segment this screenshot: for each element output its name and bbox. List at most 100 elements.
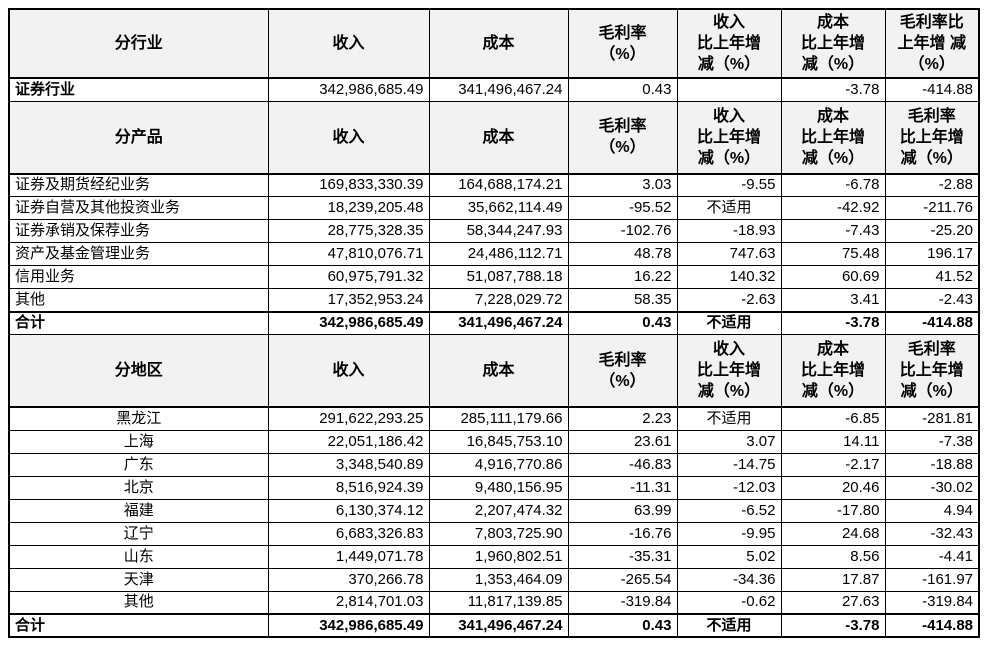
value-cell: -4.41: [884, 544, 980, 569]
value-cell: -0.62: [676, 590, 782, 615]
row-label: 证券承销及保荐业务: [8, 219, 269, 243]
row-label: 上海: [8, 429, 269, 454]
value-cell: -161.97: [884, 567, 980, 592]
value-cell: 28,775,328.35: [267, 219, 430, 243]
value-cell: -42.92: [780, 196, 886, 220]
column-header: 分行业: [8, 8, 269, 79]
table-row: 合计 342,986,685.49 341,496,467.24 0.43 不适用 -3.…: [8, 310, 980, 335]
value-cell: 285,111,179.66: [428, 406, 569, 431]
column-header: 成本 比上年增 减（%）: [780, 8, 886, 79]
column-header: 毛利率比 上年增 减 （%）: [884, 8, 980, 79]
table-row: 资产及基金管理业务 47,810,076.71 24,486,112.71 48.78…: [8, 242, 980, 266]
value-cell: 14.11: [780, 429, 886, 454]
value-cell: 16.22: [567, 265, 678, 289]
table-row: 证券行业 342,986,685.49 341,496,467.24 0.43 -3.7…: [8, 77, 980, 102]
value-cell: 3.07: [676, 429, 782, 454]
row-label: 广东: [8, 452, 269, 477]
value-cell: -265.54: [567, 567, 678, 592]
value-cell: 3,348,540.89: [267, 452, 430, 477]
table-row: 证券承销及保荐业务 28,775,328.35 58,344,247.93 -102.…: [8, 219, 980, 243]
section-header-row-by-region: 分地区 收入 成本 毛利率 （%） 收入 比上年增 减（%） 成本 比上年增 减（%） 毛利…: [8, 334, 980, 408]
value-cell: -9.55: [676, 172, 782, 197]
value-cell: 169,833,330.39: [267, 172, 430, 197]
value-cell: 370,266.78: [267, 567, 430, 592]
value-cell: 9,480,156.95: [428, 475, 569, 500]
value-cell: 7,803,725.90: [428, 521, 569, 546]
value-cell: -3.78: [780, 310, 886, 335]
value-cell: -211.76: [884, 196, 980, 220]
table-row: 辽宁 6,683,326.83 7,803,725.90 -16.76 -9.95 24.…: [8, 521, 980, 546]
value-cell: -414.88: [884, 613, 980, 638]
value-cell: 60.69: [780, 265, 886, 289]
column-header: 分地区: [8, 334, 269, 408]
value-cell: 20.46: [780, 475, 886, 500]
value-cell: 342,986,685.49: [267, 77, 430, 102]
value-cell: -102.76: [567, 219, 678, 243]
value-cell: -35.31: [567, 544, 678, 569]
value-cell: 63.99: [567, 498, 678, 523]
column-header: 成本: [428, 100, 569, 175]
value-cell: 747.63: [676, 242, 782, 266]
value-cell: -18.93: [676, 219, 782, 243]
value-cell: 1,449,071.78: [267, 544, 430, 569]
table-row: 山东 1,449,071.78 1,960,802.51 -35.31 5.02 8.56…: [8, 544, 980, 569]
table-row: 信用业务 60,975,791.32 51,087,788.18 16.22 140.3…: [8, 265, 980, 289]
value-cell: 17,352,953.24: [267, 288, 430, 312]
row-label: 山东: [8, 544, 269, 569]
value-cell: 3.03: [567, 172, 678, 197]
value-cell: 11,817,139.85: [428, 590, 569, 615]
value-cell: -12.03: [676, 475, 782, 500]
value-cell: 5.02: [676, 544, 782, 569]
value-cell: -281.81: [884, 406, 980, 431]
value-cell: -2.88: [884, 172, 980, 197]
value-cell: 342,986,685.49: [267, 613, 430, 638]
value-cell: 341,496,467.24: [428, 310, 569, 335]
value-cell: 58,344,247.93: [428, 219, 569, 243]
row-label: 黑龙江: [8, 406, 269, 431]
value-cell: 6,130,374.12: [267, 498, 430, 523]
row-label: 福建: [8, 498, 269, 523]
value-cell: -3.78: [780, 77, 886, 102]
row-label: 其他: [8, 288, 269, 312]
row-label: 合计: [8, 310, 269, 335]
value-cell: 0.43: [567, 310, 678, 335]
table-row: 其他 17,352,953.24 7,228,029.72 58.35 -2.63 3.4…: [8, 288, 980, 312]
value-cell: 140.32: [676, 265, 782, 289]
value-cell: 2,207,474.32: [428, 498, 569, 523]
table-row: 黑龙江 291,622,293.25 285,111,179.66 2.23 不适用 -6…: [8, 406, 980, 431]
value-cell: -6.85: [780, 406, 886, 431]
value-cell: 164,688,174.21: [428, 172, 569, 197]
row-label: 辽宁: [8, 521, 269, 546]
value-cell: 24,486,112.71: [428, 242, 569, 266]
row-label: 合计: [8, 613, 269, 638]
row-label: 证券自营及其他投资业务: [8, 196, 269, 220]
value-cell: -14.75: [676, 452, 782, 477]
column-header: 收入 比上年增 减（%）: [676, 100, 782, 175]
table-row: 其他 2,814,701.03 11,817,139.85 -319.84 -0.62 2…: [8, 590, 980, 615]
row-label: 北京: [8, 475, 269, 500]
column-header: 收入: [267, 8, 430, 79]
column-header: 毛利率 比上年增 减（%）: [884, 334, 980, 408]
table-row: 证券及期货经纪业务 169,833,330.39 164,688,174.21 3.0…: [8, 172, 980, 197]
value-cell: -414.88: [884, 77, 980, 102]
value-cell: 不适用: [676, 196, 782, 220]
value-cell: 8.56: [780, 544, 886, 569]
column-header: 毛利率 （%）: [567, 100, 678, 175]
value-cell: 2.23: [567, 406, 678, 431]
table-row: 天津 370,266.78 1,353,464.09 -265.54 -34.36 17.…: [8, 567, 980, 592]
column-header: 毛利率 （%）: [567, 334, 678, 408]
row-label: 证券及期货经纪业务: [8, 172, 269, 197]
value-cell: 41.52: [884, 265, 980, 289]
table-row: 上海 22,051,186.42 16,845,753.10 23.61 3.07 14.…: [8, 429, 980, 454]
value-cell: -7.38: [884, 429, 980, 454]
value-cell: 341,496,467.24: [428, 77, 569, 102]
value-cell: -30.02: [884, 475, 980, 500]
value-cell: 18,239,205.48: [267, 196, 430, 220]
value-cell: 3.41: [780, 288, 886, 312]
value-cell: -32.43: [884, 521, 980, 546]
value-cell: [676, 77, 782, 102]
value-cell: 2,814,701.03: [267, 590, 430, 615]
value-cell: -2.17: [780, 452, 886, 477]
value-cell: -11.31: [567, 475, 678, 500]
table-row: 福建 6,130,374.12 2,207,474.32 63.99 -6.52 -17.…: [8, 498, 980, 523]
